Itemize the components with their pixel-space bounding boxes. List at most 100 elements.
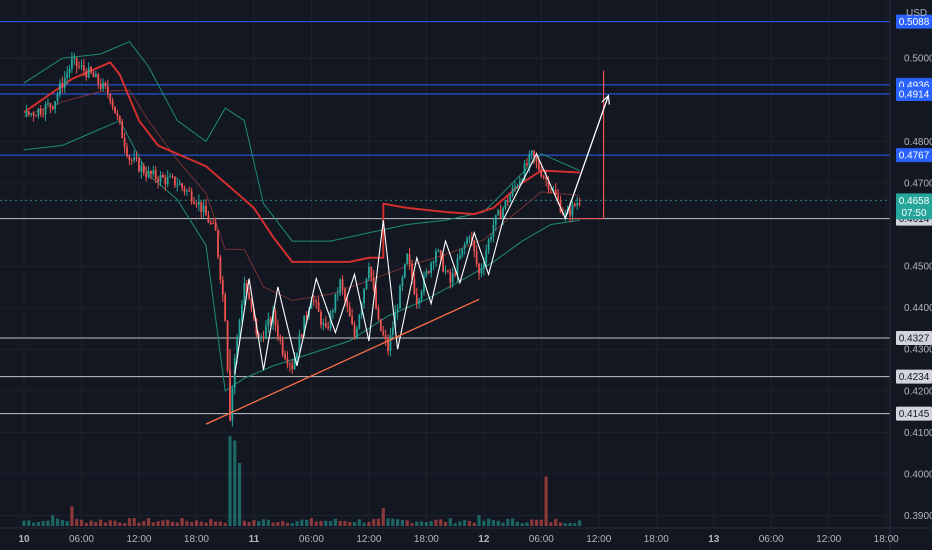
candle-body[interactable] bbox=[243, 283, 246, 305]
candle-body[interactable] bbox=[478, 263, 480, 274]
candle-body[interactable] bbox=[303, 315, 306, 337]
candle-body[interactable] bbox=[576, 203, 579, 206]
candle-body[interactable] bbox=[178, 183, 181, 185]
candle-body[interactable] bbox=[152, 170, 155, 175]
candle-body[interactable] bbox=[435, 251, 437, 262]
candle-body[interactable] bbox=[535, 157, 538, 162]
candle-body[interactable] bbox=[396, 308, 399, 313]
projection-arrow[interactable] bbox=[564, 95, 609, 219]
candle-body[interactable] bbox=[253, 308, 255, 319]
candle-body[interactable] bbox=[411, 263, 413, 279]
candle-body[interactable] bbox=[377, 308, 380, 320]
candle-body[interactable] bbox=[504, 200, 507, 209]
candle-body[interactable] bbox=[37, 108, 40, 116]
candle-body[interactable] bbox=[121, 121, 124, 139]
candle-body[interactable] bbox=[66, 73, 69, 78]
candle-body[interactable] bbox=[456, 258, 459, 276]
zigzag-pattern-drawing[interactable] bbox=[234, 95, 609, 375]
candle-body[interactable] bbox=[205, 205, 207, 216]
candle-body[interactable] bbox=[197, 201, 200, 205]
candle-body[interactable] bbox=[538, 161, 540, 170]
candle-body[interactable] bbox=[451, 273, 454, 283]
candle-body[interactable] bbox=[420, 291, 423, 300]
candle-body[interactable] bbox=[533, 150, 536, 158]
candle-body[interactable] bbox=[202, 205, 205, 213]
candle-body[interactable] bbox=[104, 82, 107, 87]
candle-body[interactable] bbox=[439, 250, 442, 255]
candle-body[interactable] bbox=[279, 336, 282, 340]
candle-body[interactable] bbox=[238, 320, 241, 337]
candle-body[interactable] bbox=[528, 154, 531, 166]
candle-body[interactable] bbox=[75, 57, 78, 67]
candle-body[interactable] bbox=[183, 187, 186, 192]
candle-body[interactable] bbox=[344, 289, 346, 300]
candle-body[interactable] bbox=[430, 263, 433, 273]
candle-body[interactable] bbox=[545, 177, 548, 180]
candle-body[interactable] bbox=[506, 200, 509, 203]
candle-body[interactable] bbox=[550, 189, 552, 191]
candle-body[interactable] bbox=[171, 176, 174, 178]
horizontal-levels[interactable] bbox=[0, 21, 890, 415]
candle-body[interactable] bbox=[509, 195, 512, 203]
candle-body[interactable] bbox=[30, 113, 33, 115]
candle-body[interactable] bbox=[85, 70, 88, 78]
candle-body[interactable] bbox=[382, 330, 385, 336]
candle-body[interactable] bbox=[540, 169, 543, 177]
candle-body[interactable] bbox=[118, 115, 121, 122]
candle-body[interactable] bbox=[408, 254, 411, 264]
candle-body[interactable] bbox=[485, 250, 488, 263]
candle-body[interactable] bbox=[73, 57, 76, 59]
candle-body[interactable] bbox=[518, 181, 521, 186]
candle-body[interactable] bbox=[68, 68, 71, 74]
candle-body[interactable] bbox=[241, 304, 243, 321]
candle-body[interactable] bbox=[530, 150, 533, 155]
candle-body[interactable] bbox=[116, 113, 119, 116]
candle-body[interactable] bbox=[78, 66, 80, 68]
candle-body[interactable] bbox=[193, 201, 195, 204]
candle-body[interactable] bbox=[92, 72, 95, 78]
candle-body[interactable] bbox=[269, 318, 272, 324]
candle-body[interactable] bbox=[133, 157, 136, 161]
candle-body[interactable] bbox=[207, 215, 210, 223]
candle-body[interactable] bbox=[387, 339, 389, 352]
candle-body[interactable] bbox=[370, 266, 373, 278]
candle-body[interactable] bbox=[80, 65, 83, 67]
candle-body[interactable] bbox=[39, 108, 42, 115]
candle-body[interactable] bbox=[293, 358, 296, 370]
candle-body[interactable] bbox=[291, 364, 294, 370]
candle-body[interactable] bbox=[480, 268, 483, 274]
candle-body[interactable] bbox=[32, 113, 35, 116]
candle-body[interactable] bbox=[320, 311, 322, 325]
candle-body[interactable] bbox=[310, 300, 313, 309]
candle-body[interactable] bbox=[296, 352, 298, 359]
candle-body[interactable] bbox=[427, 271, 430, 273]
candle-body[interactable] bbox=[185, 190, 188, 192]
candle-body[interactable] bbox=[109, 94, 112, 101]
candle-body[interactable] bbox=[494, 214, 497, 225]
candle-body[interactable] bbox=[59, 83, 61, 95]
candles[interactable] bbox=[25, 51, 581, 427]
candle-body[interactable] bbox=[454, 273, 456, 276]
candle-body[interactable] bbox=[365, 278, 368, 289]
candle-body[interactable] bbox=[348, 306, 351, 317]
candle-body[interactable] bbox=[367, 266, 370, 279]
candle-body[interactable] bbox=[334, 293, 337, 311]
candle-body[interactable] bbox=[51, 106, 54, 110]
candle-body[interactable] bbox=[166, 176, 169, 184]
candle-body[interactable] bbox=[317, 302, 320, 312]
candle-body[interactable] bbox=[358, 315, 361, 329]
candle-body[interactable] bbox=[97, 74, 100, 85]
candle-body[interactable] bbox=[209, 222, 212, 224]
candle-body[interactable] bbox=[444, 270, 447, 272]
candle-body[interactable] bbox=[423, 275, 425, 292]
candle-body[interactable] bbox=[90, 67, 92, 73]
candle-body[interactable] bbox=[250, 298, 253, 309]
candle-body[interactable] bbox=[346, 299, 349, 307]
candle-body[interactable] bbox=[138, 158, 140, 172]
candle-body[interactable] bbox=[564, 213, 567, 215]
candle-body[interactable] bbox=[356, 328, 358, 338]
candle-body[interactable] bbox=[159, 175, 162, 183]
candle-body[interactable] bbox=[351, 316, 354, 325]
candle-body[interactable] bbox=[44, 104, 47, 115]
